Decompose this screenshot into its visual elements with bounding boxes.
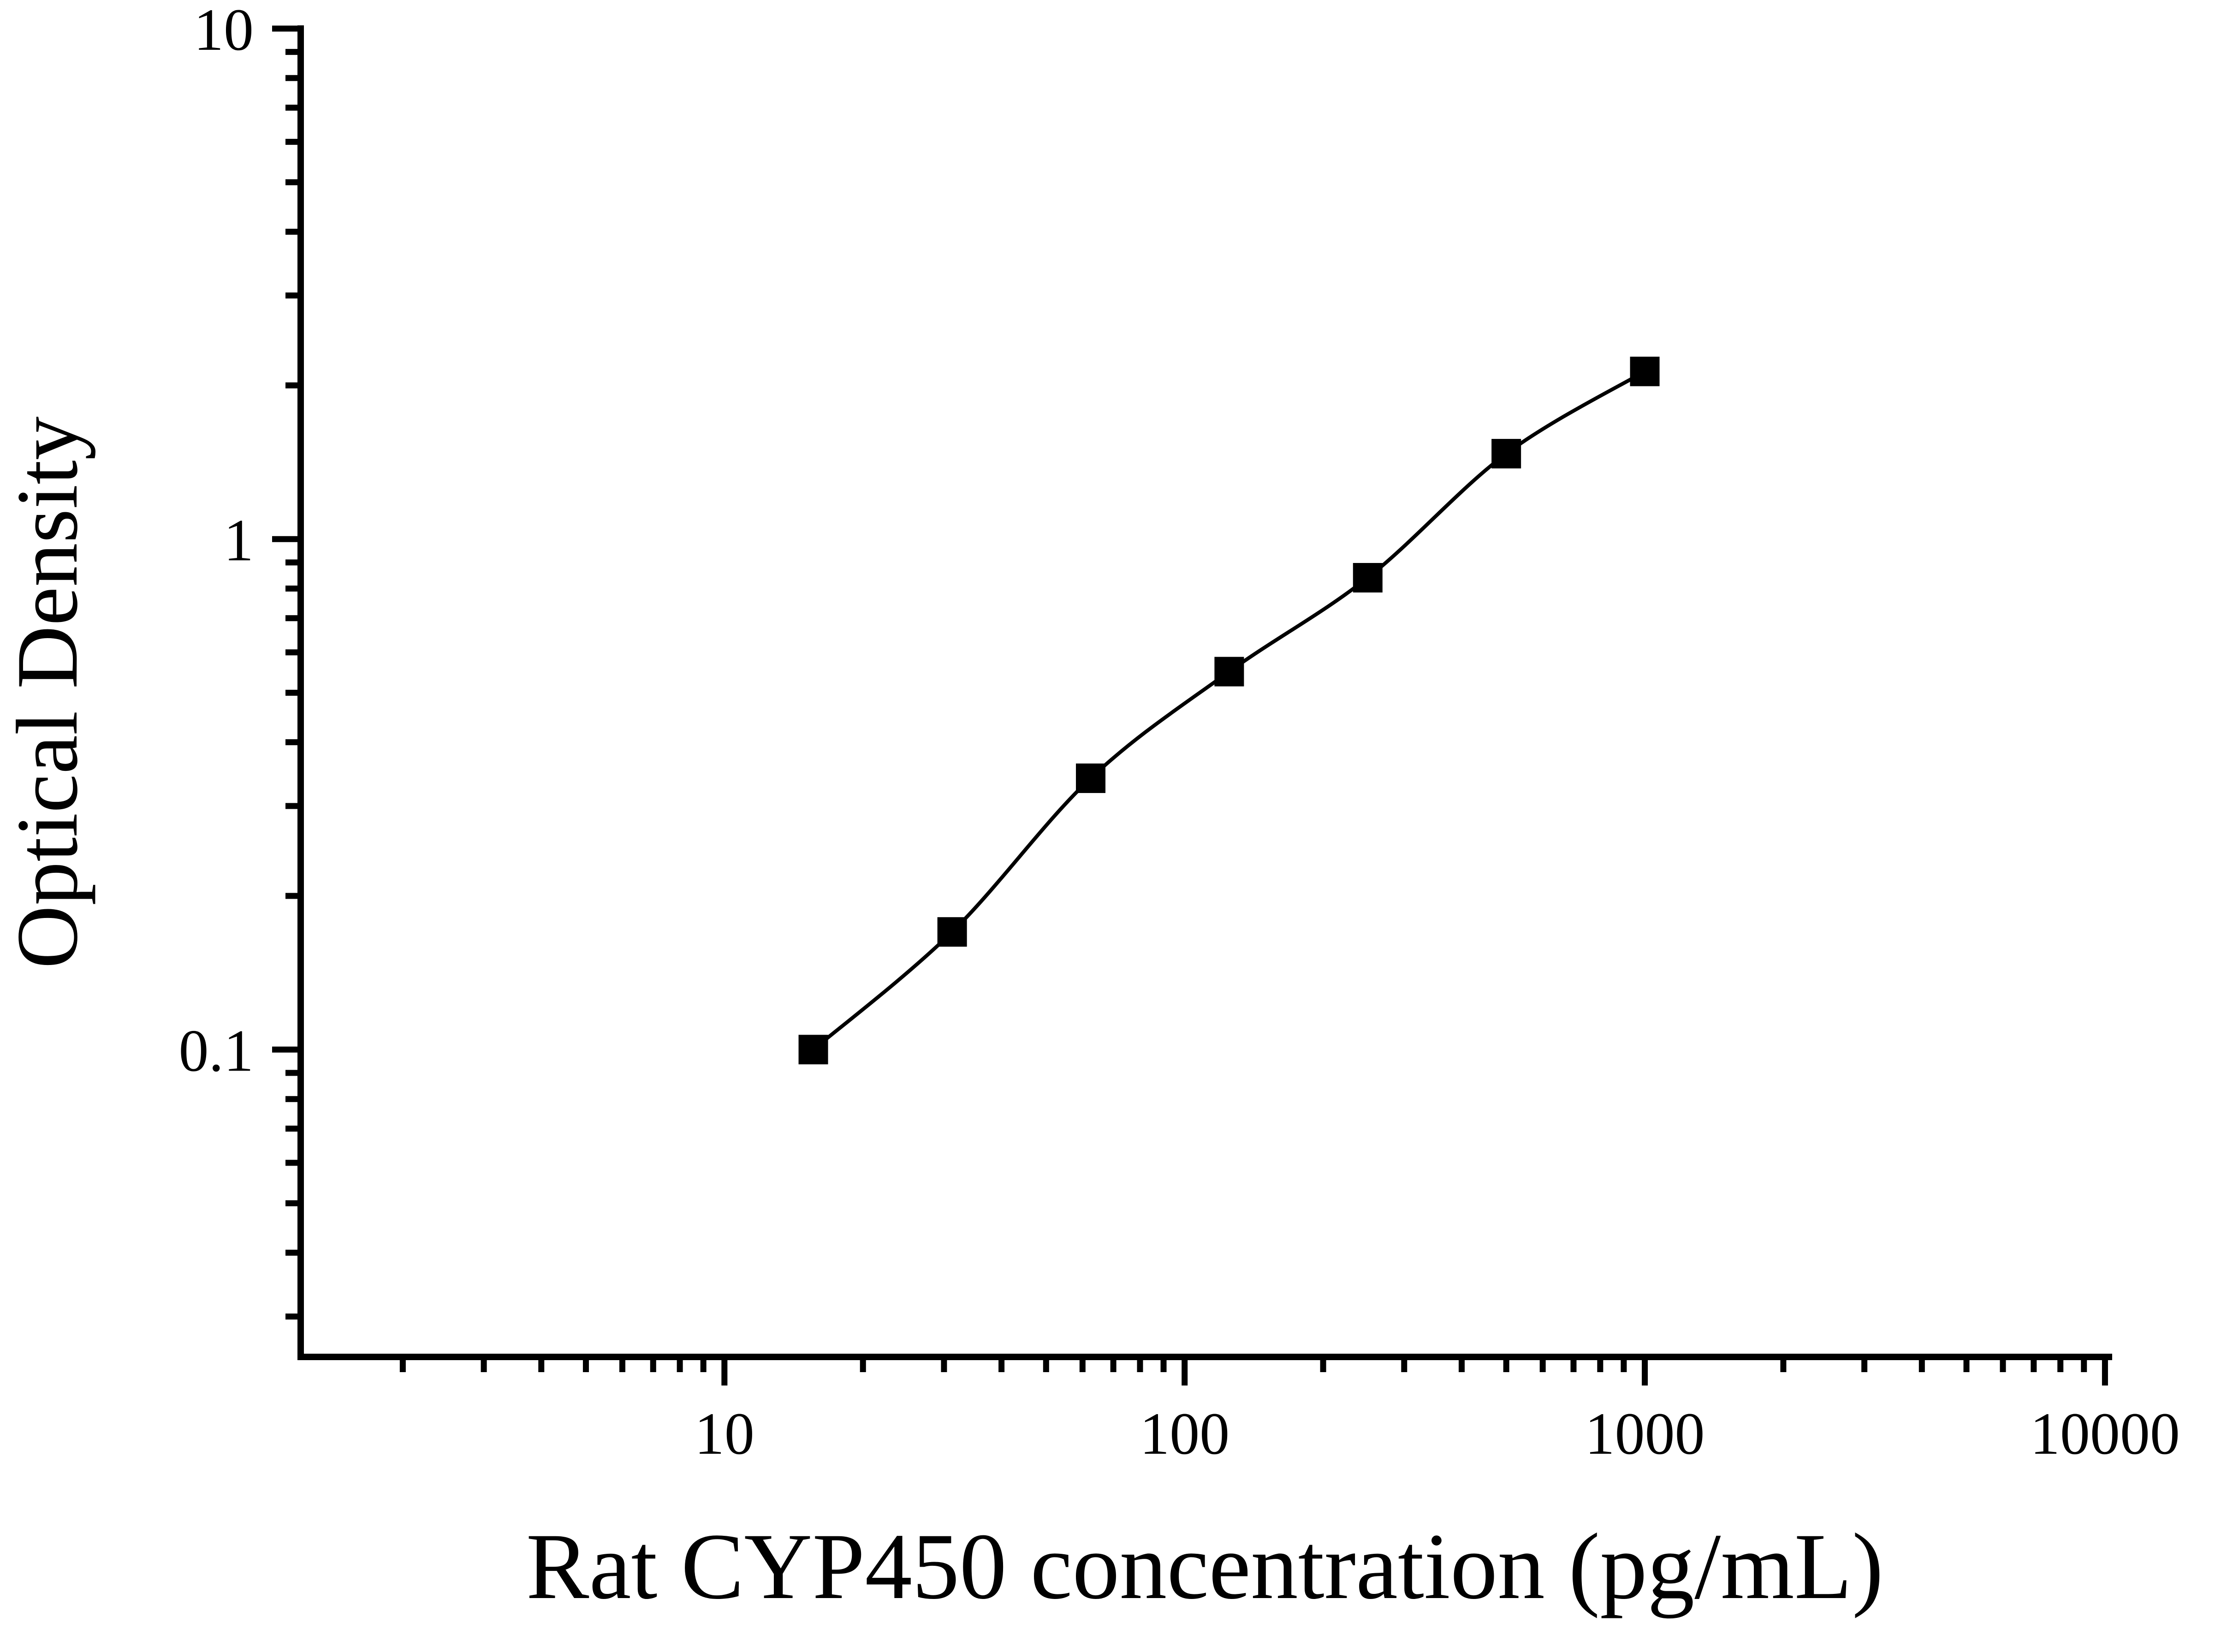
x-tick-label: 1000 [1585,1401,1705,1467]
data-point-marker [1491,438,1521,468]
y-axis-title: Optical Density [0,416,96,969]
data-point-marker [798,1035,828,1065]
data-point-marker [1353,563,1383,593]
data-point-marker [1076,763,1106,793]
data-point-marker [937,917,967,947]
y-tick-label: 1 [224,507,254,574]
x-tick-label: 10000 [2030,1401,2180,1467]
y-tick-label: 0.1 [179,1018,254,1084]
x-axis-title: Rat CYP450 concentration (pg/mL) [526,1514,1884,1619]
x-tick-label: 10 [695,1401,754,1467]
fit-curve-line [812,370,1646,1051]
data-point-marker [1630,356,1660,386]
x-tick-label: 100 [1140,1401,1229,1467]
y-tick-label: 10 [194,0,254,63]
data-point-marker [1214,657,1244,687]
